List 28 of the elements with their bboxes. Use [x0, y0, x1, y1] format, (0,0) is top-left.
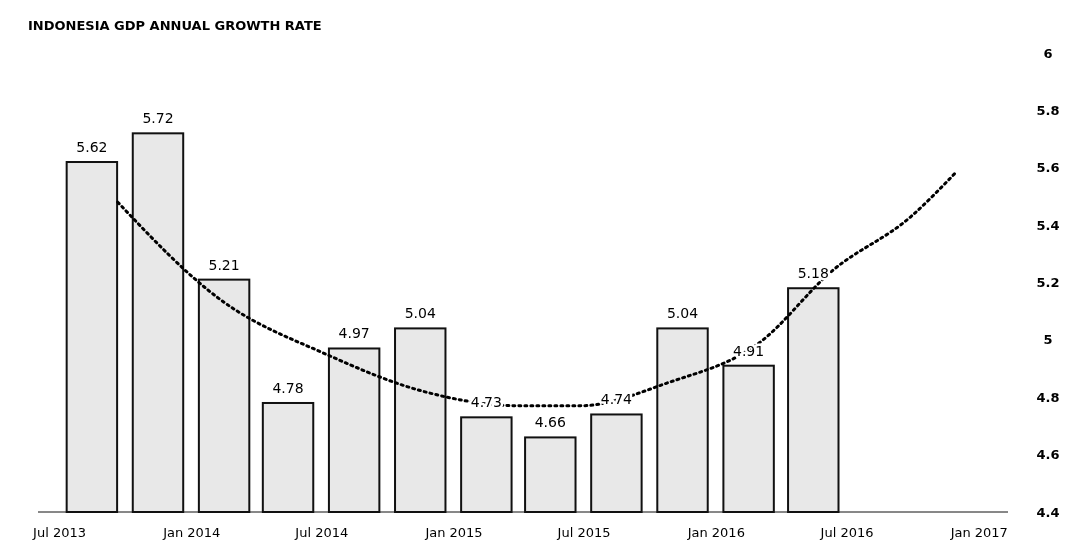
line-series: [116, 171, 957, 408]
x-tick-label: Jul 2013: [32, 525, 87, 540]
y-tick-label: 4.8: [1036, 389, 1060, 405]
y-tick-label: 5.8: [1036, 102, 1060, 118]
x-tick-label: Jan 2015: [424, 525, 483, 540]
y-tick-label: 5.6: [1036, 160, 1060, 176]
data-label: 5.04: [666, 305, 699, 322]
y-tick-label: 5.4: [1036, 217, 1060, 233]
x-tick-label: Jan 2017: [949, 525, 1008, 540]
data-label: 4.78: [272, 379, 304, 396]
data-label: 5.72: [142, 110, 174, 127]
data-label: 4.97: [338, 325, 370, 342]
x-tick-label: Jul 2014: [294, 525, 349, 540]
x-tick-label: Jul 2016: [819, 525, 874, 540]
x-tick-label: Jul 2015: [556, 525, 611, 540]
y-tick-label: 5.2: [1036, 275, 1060, 291]
data-label: 5.18: [797, 265, 829, 282]
chart-title: INDONESIA GDP ANNUAL GROWTH RATE: [28, 18, 322, 33]
data-label: 4.66: [534, 414, 566, 431]
data-label: 5.62: [76, 139, 108, 156]
x-tick-label: Jan 2016: [686, 525, 745, 540]
y-tick-label: 4.6: [1036, 447, 1060, 463]
y-tick-label: 6: [1043, 45, 1053, 61]
y-tick-label: 5: [1043, 332, 1053, 348]
data-label: 5.21: [208, 256, 240, 273]
data-label: 5.04: [404, 305, 436, 322]
y-tick-label: 4.4: [1036, 504, 1060, 520]
x-tick-label: Jan 2014: [162, 525, 221, 540]
